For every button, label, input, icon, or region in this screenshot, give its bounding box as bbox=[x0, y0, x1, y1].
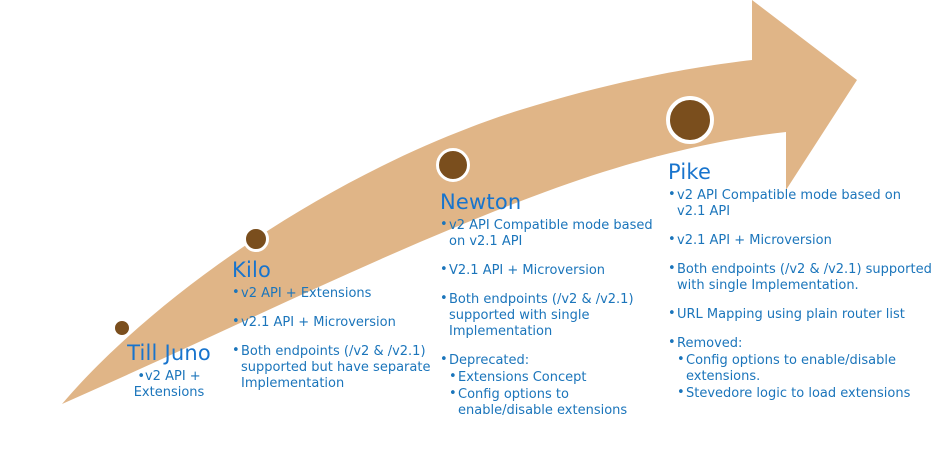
list-item: •v2 API + Extensions bbox=[232, 285, 432, 302]
list-item: • V2.1 API + Microversion bbox=[440, 262, 655, 279]
list-item-text: V2.1 API + Microversion bbox=[449, 263, 606, 278]
milestone-title-kilo: Kilo bbox=[232, 258, 272, 282]
list-item-text: Both endpoints (/v2 & /v2.1) supported b… bbox=[241, 344, 431, 391]
bullet-icon: • bbox=[677, 385, 685, 400]
list-item: • Both endpoints (/v2 & /v2.1) supported … bbox=[440, 291, 655, 340]
list-item-text: Both endpoints (/v2 & /v2.1) supported w… bbox=[449, 292, 634, 339]
list-item-text: Removed: bbox=[677, 336, 743, 351]
milestone-dot-newton[interactable] bbox=[436, 148, 470, 182]
sub-bullets: • Config options to enable/disable extens… bbox=[677, 352, 933, 402]
list-item: • v2.1 API + Microversion bbox=[668, 232, 933, 249]
bullet-icon: • bbox=[440, 352, 448, 367]
bullet-icon: • bbox=[232, 343, 240, 358]
milestone-bullets-pike: • v2 API Compatible mode based on v2.1 AP… bbox=[668, 187, 933, 402]
bullet-icon: • bbox=[449, 386, 457, 401]
list-item: • Both endpoints (/v2 & /v2.1) supported … bbox=[232, 343, 432, 392]
list-item: •v2 API + Extensions bbox=[104, 369, 234, 401]
list-item: • Removed: • Config options to enable/disa… bbox=[668, 335, 933, 402]
bullet-icon: • bbox=[440, 262, 448, 277]
list-item: • URL Mapping using plain router list bbox=[668, 306, 933, 323]
milestone-dot-pike[interactable] bbox=[666, 96, 714, 144]
sub-list-item-text: Config options to enable/disable extensi… bbox=[686, 353, 896, 384]
list-item: • v2 API Compatible mode based on v2.1 AP… bbox=[440, 217, 655, 250]
milestone-newton: Newton • v2 API Compatible mode based on … bbox=[440, 190, 655, 419]
milestone-dot-juno[interactable] bbox=[113, 319, 131, 337]
list-item-text: v2 API + Extensions bbox=[133, 369, 205, 400]
bullet-icon: • bbox=[677, 352, 685, 367]
list-item-text: v2.1 API + Microversion bbox=[677, 233, 832, 248]
list-item: • v2 API Compatible mode based on v2.1 AP… bbox=[668, 187, 933, 220]
bullet-icon: • bbox=[668, 261, 676, 276]
sub-list-item: • Stevedore logic to load extensions bbox=[677, 385, 933, 402]
bullet-icon: • bbox=[668, 232, 676, 247]
bullet-icon: • bbox=[232, 314, 240, 329]
bullet-icon: • bbox=[668, 335, 676, 350]
list-item-text: Both endpoints (/v2 & /v2.1) supported w… bbox=[677, 262, 932, 293]
bullet-icon: • bbox=[668, 187, 676, 202]
milestone-title-newton: Newton bbox=[440, 190, 522, 214]
bullet-icon: • bbox=[440, 217, 448, 232]
bullet-icon: • bbox=[440, 291, 448, 306]
sub-list-item: • Extensions Concept bbox=[449, 369, 655, 386]
arrow-shape bbox=[62, 0, 857, 404]
milestone-title-juno: Till Juno bbox=[127, 341, 211, 365]
sub-list-item: • Config options to enable/disable extens… bbox=[677, 352, 933, 385]
milestone-bullets-newton: • v2 API Compatible mode based on v2.1 AP… bbox=[440, 217, 655, 419]
list-item: • Deprecated: • Extensions Concept • Config… bbox=[440, 352, 655, 419]
list-item: • v2.1 API + Microversion bbox=[232, 314, 432, 331]
sub-bullets: • Extensions Concept • Config options to e… bbox=[449, 369, 655, 419]
list-item-text: v2 API Compatible mode based on v2.1 API bbox=[677, 188, 901, 219]
bullet-icon: • bbox=[137, 369, 145, 384]
milestone-juno: Till Juno •v2 API + Extensions bbox=[104, 341, 234, 401]
bullet-icon: • bbox=[449, 369, 457, 384]
sub-list-item-text: Stevedore logic to load extensions bbox=[686, 386, 911, 401]
sub-list-item-text: Extensions Concept bbox=[458, 370, 587, 385]
milestone-bullets-juno: •v2 API + Extensions bbox=[104, 369, 234, 401]
list-item-text: v2.1 API + Microversion bbox=[241, 315, 396, 330]
milestone-kilo: Kilo • v2 API + Extensions • v2.1 API + Mi… bbox=[232, 258, 432, 392]
list-item-text: URL Mapping using plain router list bbox=[677, 307, 905, 322]
milestone-bullets-kilo: • v2 API + Extensions • v2.1 API + Microve… bbox=[232, 285, 432, 392]
list-item-text: v2 API + Extensions bbox=[241, 286, 372, 301]
list-item-text: Deprecated: bbox=[449, 353, 530, 368]
bullet-icon: • bbox=[232, 285, 240, 300]
milestone-pike: Pike • v2 API Compatible mode based on v2… bbox=[668, 160, 933, 402]
sub-list-item: • Config options to enable/disable extens… bbox=[449, 386, 655, 419]
sub-list-item-text: Config options to enable/disable extensi… bbox=[458, 387, 628, 418]
milestone-dot-kilo[interactable] bbox=[243, 226, 269, 252]
list-item-text: v2 API Compatible mode based on v2.1 API bbox=[449, 218, 653, 249]
list-item: • Both endpoints (/v2 & /v2.1) supported … bbox=[668, 261, 933, 294]
milestone-title-pike: Pike bbox=[668, 160, 712, 184]
bullet-icon: • bbox=[668, 306, 676, 321]
